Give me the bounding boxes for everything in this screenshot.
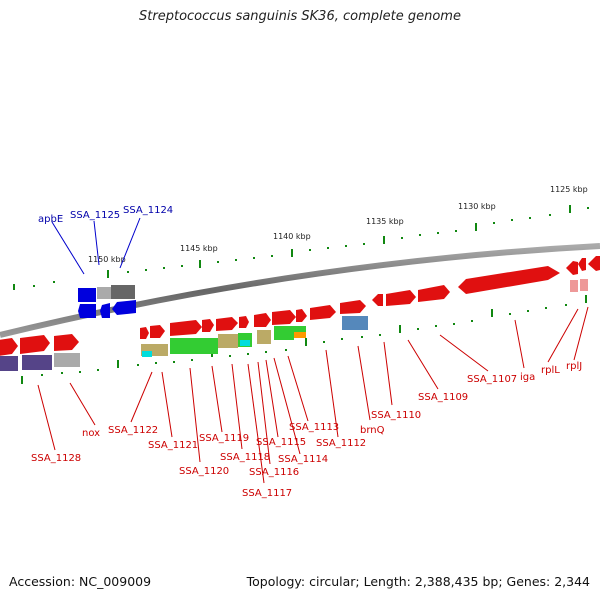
gene-arrow bbox=[239, 316, 249, 328]
kbp-label-1130: 1130 kbp bbox=[458, 202, 496, 211]
gene-arrow bbox=[340, 300, 366, 314]
label-SSA_1124: SSA_1124 bbox=[123, 205, 173, 216]
gene-arrow bbox=[418, 285, 450, 302]
gene-arrow bbox=[296, 309, 307, 322]
accession-label: Accession: NC_009009 bbox=[9, 574, 152, 589]
upper-tick-track bbox=[13, 205, 589, 290]
map-title: Streptococcus sanguinis SK36, complete g… bbox=[139, 9, 461, 24]
gene-arrow bbox=[150, 325, 165, 338]
label-apbE: apbE bbox=[38, 214, 63, 225]
label-rplL: rplL bbox=[541, 365, 560, 376]
kbp-label-1150: 1150 kbp bbox=[88, 255, 126, 264]
gene-arrow bbox=[54, 334, 79, 351]
forward-genes bbox=[0, 256, 600, 356]
label-SSA_1122: SSA_1122 bbox=[108, 425, 158, 436]
label-SSA_1120: SSA_1120 bbox=[179, 466, 229, 477]
label-SSA_1118: SSA_1118 bbox=[220, 452, 270, 463]
gene-arrow bbox=[310, 305, 336, 320]
topology-label: Topology: circular; Length: 2,388,435 bp… bbox=[246, 574, 590, 589]
blue-leader-lines bbox=[51, 217, 141, 275]
label-SSA_1117: SSA_1117 bbox=[242, 488, 292, 499]
label-SSA_1125: SSA_1125 bbox=[70, 210, 120, 221]
red-gene-labels: SSA_1128 nox SSA_1122 SSA_1121 SSA_1120 … bbox=[31, 361, 582, 499]
label-SSA_1114: SSA_1114 bbox=[278, 454, 328, 465]
label-nox: nox bbox=[82, 428, 100, 439]
gene-arrow bbox=[566, 261, 578, 275]
label-SSA_1110: SSA_1110 bbox=[371, 410, 421, 421]
label-SSA_1115: SSA_1115 bbox=[256, 437, 306, 448]
label-SSA_1121: SSA_1121 bbox=[148, 440, 198, 451]
label-SSA_1116: SSA_1116 bbox=[249, 467, 299, 478]
gene-arrow bbox=[20, 335, 50, 354]
gene-arrow bbox=[578, 258, 586, 271]
kbp-label-1125: 1125 kbp bbox=[550, 185, 588, 194]
label-SSA_1119: SSA_1119 bbox=[199, 433, 249, 444]
label-SSA_1107: SSA_1107 bbox=[467, 374, 517, 385]
reverse-genes bbox=[0, 316, 368, 371]
gene-box bbox=[570, 280, 578, 292]
kbp-label-1145: 1145 kbp bbox=[180, 244, 218, 253]
blue-genes bbox=[78, 285, 136, 318]
red-leader-lines bbox=[37, 306, 589, 484]
label-brnQ: brnQ bbox=[360, 425, 385, 436]
gene-arrow bbox=[202, 319, 214, 332]
kbp-label-1135: 1135 kbp bbox=[366, 217, 404, 226]
gene-arrow bbox=[458, 266, 560, 294]
gene-arrow bbox=[272, 310, 296, 325]
label-SSA_1113: SSA_1113 bbox=[289, 422, 339, 433]
label-SSA_1109: SSA_1109 bbox=[418, 392, 468, 403]
gene-arrow bbox=[372, 294, 383, 306]
gene-arrow bbox=[0, 338, 18, 356]
gene-arrow bbox=[386, 290, 416, 306]
gene-arrow bbox=[216, 317, 238, 331]
gene-arrow bbox=[588, 256, 600, 271]
gene-arrow bbox=[140, 327, 149, 339]
label-rplJ: rplJ bbox=[566, 361, 582, 372]
lower-tick-track bbox=[21, 295, 587, 384]
gene-box bbox=[580, 279, 588, 291]
label-SSA_1112: SSA_1112 bbox=[316, 438, 366, 449]
kbp-label-1140: 1140 kbp bbox=[273, 232, 311, 241]
gene-arrow bbox=[170, 320, 202, 336]
label-SSA_1128: SSA_1128 bbox=[31, 453, 81, 464]
gene-arrow bbox=[254, 313, 271, 327]
label-iga: iga bbox=[520, 372, 535, 383]
